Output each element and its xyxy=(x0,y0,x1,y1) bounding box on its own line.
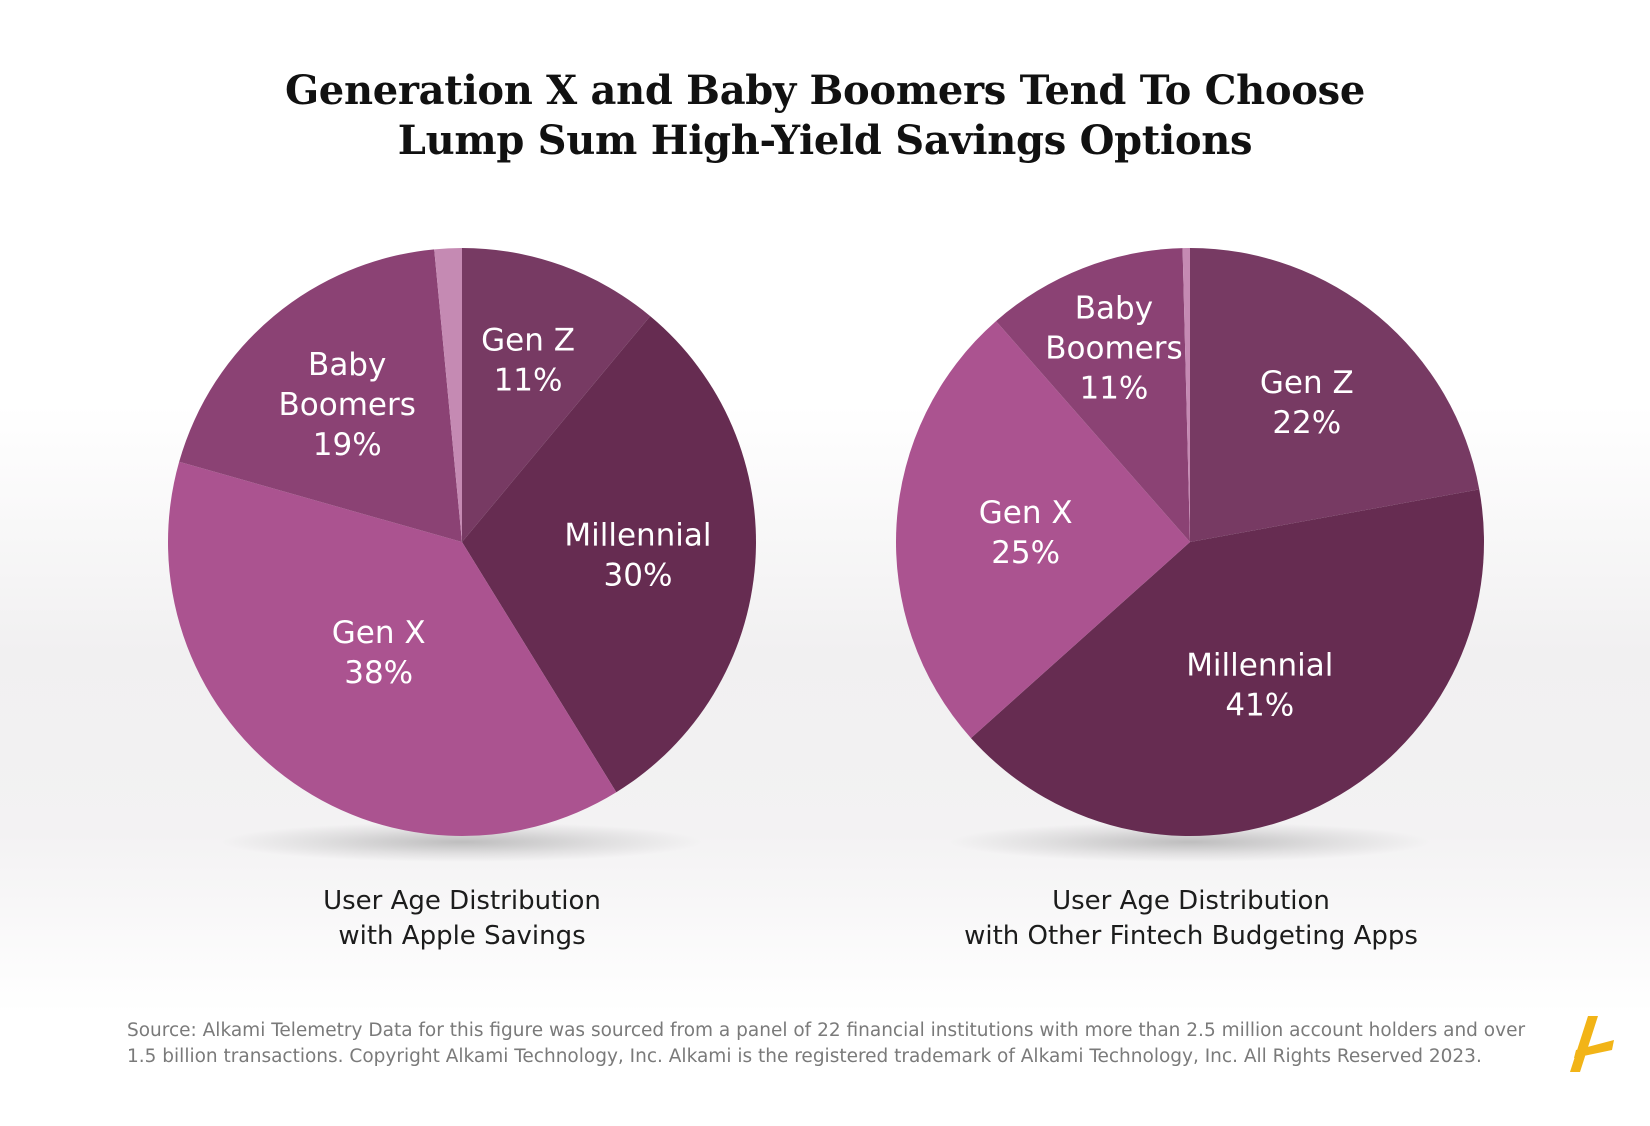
slice-name-label: Baby xyxy=(1075,291,1153,327)
slice-value-label: 25% xyxy=(991,535,1060,571)
slice-label-baby-boomers: Baby Boomers 19% xyxy=(279,347,416,463)
caption-apple-savings: User Age Distribution with Apple Savings xyxy=(162,884,762,954)
chart-title-line-1: Generation X and Baby Boomers Tend To Ch… xyxy=(284,67,1366,114)
pie-slice-baby-boomers xyxy=(996,248,1190,542)
slice-label-millennial: Millennial 41% xyxy=(1186,648,1333,724)
source-note: Source: Alkami Telemetry Data for this f… xyxy=(127,1018,1527,1070)
pie-chart-1: Gen Z 11% Millennial 30% Gen X 38% Baby Boomers… xyxy=(168,248,756,862)
pie-slice-gen-z xyxy=(462,248,651,542)
slice-value-label: 30% xyxy=(604,558,673,594)
slice-label-gen-z: Gen Z 11% xyxy=(481,323,575,399)
alkami-logo-icon xyxy=(1570,1016,1614,1072)
pie-slice-other xyxy=(434,248,462,542)
slice-name-label: Gen X xyxy=(979,495,1073,531)
slice-label-gen-x: Gen X 38% xyxy=(332,615,426,691)
pie-chart-2: Gen Z 22% Millennial 41% Gen X 25% Baby Boomers… xyxy=(895,248,1484,862)
slice-value-label: 11% xyxy=(494,363,563,399)
slice-name-label: Boomers xyxy=(1045,331,1182,367)
slice-label-millennial: Millennial 30% xyxy=(564,518,711,594)
pie-slice-baby-boomers xyxy=(179,249,462,542)
slice-label-gen-x: Gen X 25% xyxy=(979,495,1073,571)
chart-title: Generation X and Baby Boomers Tend To Ch… xyxy=(0,66,1650,166)
slice-name-label: Gen Z xyxy=(1260,365,1354,401)
slice-value-label: 38% xyxy=(344,655,413,691)
pie-shadow xyxy=(220,822,704,862)
slice-value-label: 41% xyxy=(1225,688,1294,724)
caption-other-fintech: User Age Distribution with Other Fintech… xyxy=(891,884,1491,954)
slice-name-label: Boomers xyxy=(279,387,416,423)
slice-name-label: Gen Z xyxy=(481,323,575,359)
slice-value-label: 11% xyxy=(1079,371,1148,407)
pie-slice-gen-x xyxy=(168,461,617,836)
slice-name-label: Millennial xyxy=(1186,648,1333,684)
pie-slice-millennial xyxy=(970,489,1484,836)
caption-fintech-line-2: with Other Fintech Budgeting Apps xyxy=(964,921,1418,951)
slice-name-label: Baby xyxy=(308,347,386,383)
pie-slice-other xyxy=(1182,248,1190,542)
chart-title-line-2: Lump Sum High-Yield Savings Options xyxy=(397,117,1253,164)
pie-slice-millennial xyxy=(462,316,756,793)
slice-value-label: 22% xyxy=(1272,405,1341,441)
source-line-1: Source: Alkami Telemetry Data for this f… xyxy=(127,1020,1526,1041)
caption-apple-line-2: with Apple Savings xyxy=(338,921,586,951)
caption-apple-line-1: User Age Distribution xyxy=(323,886,601,916)
slice-name-label: Gen X xyxy=(332,615,426,651)
pie-slice-gen-x xyxy=(895,321,1190,739)
slice-label-gen-z: Gen Z 22% xyxy=(1260,365,1354,441)
slice-value-label: 19% xyxy=(313,427,382,463)
pie-slice-gen-z xyxy=(1190,248,1480,542)
source-line-2: 1.5 billion transactions. Copyright Alka… xyxy=(127,1046,1482,1067)
slice-label-baby-boomers: Baby Boomers 11% xyxy=(1045,291,1182,407)
caption-fintech-line-1: User Age Distribution xyxy=(1052,886,1330,916)
pie-shadow xyxy=(948,822,1432,862)
slice-name-label: Millennial xyxy=(564,518,711,554)
